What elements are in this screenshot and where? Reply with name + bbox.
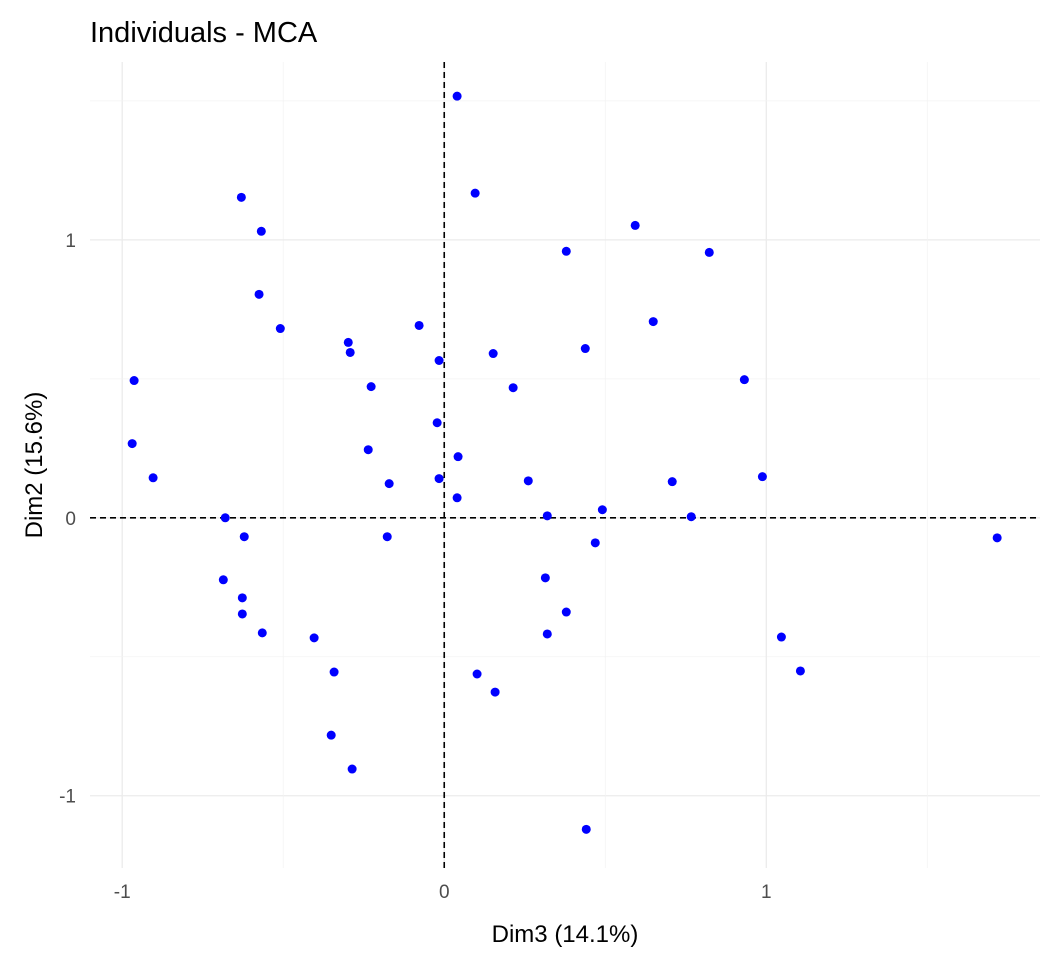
data-point <box>414 320 424 330</box>
data-point <box>382 532 392 542</box>
data-point <box>237 609 247 619</box>
data-point <box>127 439 137 449</box>
data-point <box>561 246 571 256</box>
x-tick-label: 1 <box>761 882 772 903</box>
data-point <box>488 349 498 359</box>
data-point <box>581 824 591 834</box>
data-point <box>384 479 394 489</box>
data-point <box>256 226 266 236</box>
data-point <box>704 247 714 257</box>
data-point <box>472 669 482 679</box>
data-point <box>561 607 571 617</box>
data-point <box>326 730 336 740</box>
data-point <box>795 666 805 676</box>
data-point <box>667 477 677 487</box>
data-point <box>257 628 267 638</box>
data-point <box>590 538 600 548</box>
y-tick-label: 0 <box>65 509 76 530</box>
data-point <box>648 317 658 327</box>
data-point <box>220 513 230 523</box>
chart-title: Individuals - MCA <box>90 17 318 49</box>
data-point <box>345 347 355 357</box>
data-point <box>992 533 1002 543</box>
x-tick-label: -1 <box>114 882 131 903</box>
x-axis-label: Dim3 (14.1%) <box>492 921 639 948</box>
data-point <box>542 511 552 521</box>
data-point <box>580 344 590 354</box>
data-point <box>542 629 552 639</box>
data-point <box>452 91 462 101</box>
data-point <box>523 476 533 486</box>
data-point <box>434 355 444 365</box>
data-point <box>453 452 463 462</box>
data-point <box>366 382 376 392</box>
data-point <box>432 418 442 428</box>
data-point <box>739 375 749 385</box>
data-point <box>630 220 640 230</box>
data-point <box>597 505 607 515</box>
data-point <box>757 472 767 482</box>
reference-lines <box>90 62 1040 868</box>
data-point <box>275 324 285 334</box>
data-point <box>237 593 247 603</box>
data-point <box>686 512 696 522</box>
data-point <box>363 445 373 455</box>
data-point <box>309 633 319 643</box>
data-point <box>347 764 357 774</box>
y-axis-label: Dim2 (15.6%) <box>21 392 48 539</box>
data-point <box>148 473 158 483</box>
y-tick-label: 1 <box>65 231 76 252</box>
points <box>127 91 1002 834</box>
data-point <box>218 575 228 585</box>
data-point <box>452 493 462 503</box>
y-tick-label: -1 <box>59 787 76 808</box>
data-point <box>329 667 339 677</box>
ticks: -1 0 1 -1 0 1 <box>59 231 771 903</box>
data-point <box>254 289 264 299</box>
data-point <box>470 188 480 198</box>
data-point <box>776 632 786 642</box>
grid <box>90 62 1040 868</box>
x-tick-label: 0 <box>439 882 450 903</box>
data-point <box>129 376 139 386</box>
data-point <box>343 337 353 347</box>
data-point <box>508 383 518 393</box>
data-point <box>490 687 500 697</box>
data-point <box>540 573 550 583</box>
data-point <box>239 532 249 542</box>
data-point <box>434 474 444 484</box>
data-point <box>236 192 246 202</box>
